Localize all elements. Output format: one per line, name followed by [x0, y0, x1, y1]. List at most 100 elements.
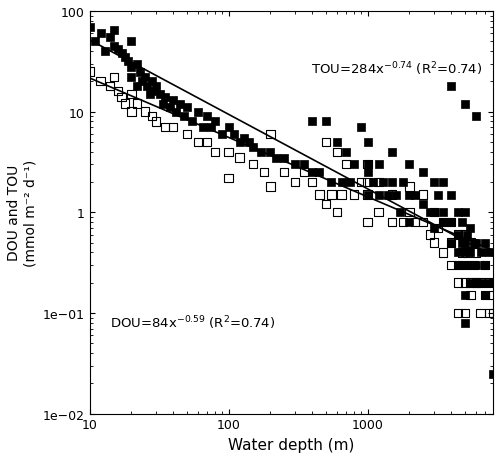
- Point: [439, 219, 447, 226]
- Point: [96, 31, 104, 38]
- Point: [439, 209, 447, 217]
- Point: [434, 191, 442, 199]
- Point: [481, 292, 489, 299]
- X-axis label: Water depth (m): Water depth (m): [228, 437, 354, 452]
- Point: [388, 179, 396, 186]
- Point: [485, 280, 493, 287]
- Point: [266, 149, 274, 156]
- Point: [364, 139, 372, 146]
- Point: [148, 113, 156, 121]
- Point: [406, 161, 413, 168]
- Point: [447, 191, 455, 199]
- Point: [138, 78, 146, 86]
- Point: [316, 169, 324, 177]
- Point: [346, 179, 354, 186]
- Point: [280, 169, 288, 177]
- Point: [106, 34, 114, 42]
- Point: [249, 161, 257, 168]
- Point: [430, 209, 438, 217]
- Point: [411, 219, 419, 226]
- Point: [308, 118, 316, 126]
- Point: [291, 179, 299, 186]
- Point: [338, 191, 345, 199]
- Point: [472, 262, 480, 269]
- Point: [110, 27, 118, 34]
- Point: [476, 249, 484, 257]
- Point: [172, 109, 180, 116]
- Point: [245, 139, 253, 146]
- Point: [481, 262, 489, 269]
- Point: [180, 113, 188, 121]
- Point: [128, 74, 136, 82]
- Point: [454, 262, 462, 269]
- Point: [224, 149, 232, 156]
- Point: [121, 101, 129, 108]
- Point: [308, 179, 316, 186]
- Point: [143, 83, 151, 90]
- Point: [458, 249, 466, 257]
- Point: [128, 64, 136, 71]
- Point: [426, 209, 434, 217]
- Point: [357, 179, 365, 186]
- Point: [447, 83, 455, 90]
- Point: [388, 149, 396, 156]
- Point: [266, 131, 274, 138]
- Point: [161, 124, 169, 132]
- Point: [224, 124, 232, 132]
- Point: [485, 310, 493, 317]
- Point: [489, 370, 497, 377]
- Point: [224, 175, 232, 182]
- Point: [207, 124, 215, 132]
- Point: [485, 249, 493, 257]
- Point: [460, 249, 468, 257]
- Point: [350, 161, 358, 168]
- Point: [128, 109, 136, 116]
- Point: [328, 191, 336, 199]
- Point: [161, 94, 169, 101]
- Point: [466, 280, 474, 287]
- Point: [86, 24, 94, 31]
- Point: [300, 161, 308, 168]
- Point: [466, 225, 474, 232]
- Point: [316, 191, 324, 199]
- Point: [460, 262, 468, 269]
- Point: [194, 139, 202, 146]
- Point: [419, 191, 427, 199]
- Point: [392, 191, 400, 199]
- Point: [454, 310, 462, 317]
- Point: [460, 209, 468, 217]
- Point: [342, 161, 350, 168]
- Point: [110, 43, 118, 50]
- Point: [489, 310, 497, 317]
- Point: [364, 191, 372, 199]
- Point: [176, 101, 184, 108]
- Point: [322, 118, 330, 126]
- Point: [454, 249, 462, 257]
- Point: [374, 191, 382, 199]
- Point: [236, 155, 244, 162]
- Point: [148, 78, 156, 86]
- Point: [439, 219, 447, 226]
- Point: [136, 69, 144, 76]
- Point: [419, 169, 427, 177]
- Point: [481, 262, 489, 269]
- Point: [470, 262, 478, 269]
- Point: [128, 91, 136, 98]
- Point: [230, 131, 238, 138]
- Point: [350, 191, 358, 199]
- Point: [152, 118, 160, 126]
- Point: [472, 240, 480, 247]
- Point: [182, 131, 190, 138]
- Point: [332, 209, 340, 217]
- Point: [439, 179, 447, 186]
- Point: [458, 219, 466, 226]
- Point: [460, 240, 468, 247]
- Point: [203, 113, 211, 121]
- Point: [300, 169, 308, 177]
- Point: [460, 310, 468, 317]
- Point: [291, 161, 299, 168]
- Point: [374, 179, 382, 186]
- Point: [454, 231, 462, 239]
- Point: [156, 91, 164, 98]
- Point: [434, 225, 442, 232]
